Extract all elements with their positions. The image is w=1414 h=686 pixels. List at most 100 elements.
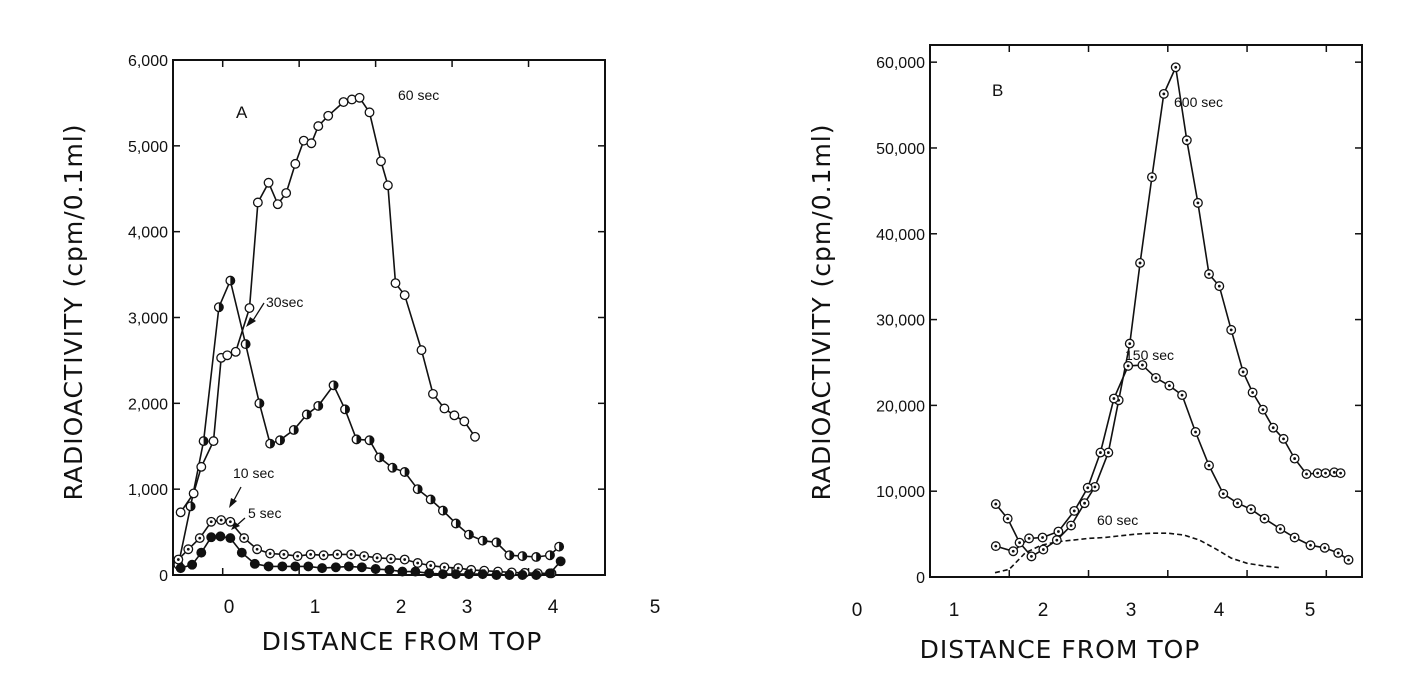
data-point-a-60sec-21 <box>376 156 386 167</box>
data-point-b-600sec-5 <box>1051 535 1062 546</box>
data-point-a-5sec-18 <box>397 566 408 577</box>
y-tick-label-b-1: 10,000 <box>876 484 925 501</box>
data-point-a-5sec-5 <box>225 533 236 544</box>
data-point-a-5sec-27 <box>517 570 528 580</box>
data-point-a-5sec-30 <box>555 556 566 567</box>
x-tick-label-a-4: 4 <box>548 597 559 618</box>
data-point-a-5sec-25 <box>491 570 502 580</box>
data-point-a-60sec-7 <box>244 303 255 314</box>
data-point-a-5sec-11 <box>303 561 314 572</box>
series-lines-a <box>177 96 562 576</box>
data-point-b-150sec-17 <box>1232 498 1243 509</box>
data-point-b-600sec-8 <box>1089 481 1100 492</box>
data-point-b-150sec-13 <box>1177 390 1188 401</box>
data-point-a-30sec-20 <box>425 494 436 505</box>
y-tick-label-a-5: 5,000 <box>128 139 168 156</box>
data-point-b-150sec-6 <box>1082 482 1093 493</box>
arrow-30sec <box>251 302 265 323</box>
x-tick-label-b-2: 2 <box>1038 600 1049 621</box>
data-point-a-60sec-15 <box>313 121 324 132</box>
data-point-b-600sec-22 <box>1247 387 1258 398</box>
data-point-a-30sec-30 <box>554 541 565 552</box>
data-point-a-5sec-10 <box>290 561 301 572</box>
y-tick-label-a-3: 3,000 <box>128 311 168 328</box>
data-point-a-60sec-11 <box>281 188 292 198</box>
data-point-a-60sec-8 <box>252 197 263 208</box>
data-point-a-30sec-10 <box>301 409 312 420</box>
data-point-a-10sec-8 <box>265 548 276 559</box>
data-point-a-60sec-9 <box>263 177 274 188</box>
data-point-a-10sec-12 <box>318 550 329 561</box>
data-point-a-60sec-20 <box>364 107 375 118</box>
data-point-b-150sec-11 <box>1150 372 1161 383</box>
data-point-a-60sec-2 <box>196 461 207 472</box>
data-point-b-150sec-7 <box>1095 447 1106 458</box>
data-point-a-30sec-19 <box>412 484 423 495</box>
y-tick-label-b-0: 0 <box>916 570 925 587</box>
data-point-b-150sec-24 <box>1333 548 1344 558</box>
data-point-b-600sec-20 <box>1226 324 1237 335</box>
data-point-b-150sec-4 <box>1053 526 1064 537</box>
data-point-a-5sec-15 <box>356 562 367 573</box>
data-point-a-30sec-1 <box>185 501 196 512</box>
data-point-a-30sec-7 <box>265 438 276 449</box>
series-label-a-30sec: 30sec <box>266 294 303 310</box>
data-point-a-5sec-29 <box>544 568 555 579</box>
data-point-b-600sec-11 <box>1124 338 1135 349</box>
data-point-a-5sec-0 <box>175 563 186 574</box>
series-label-a-10sec: 10 sec <box>233 465 274 481</box>
data-point-a-10sec-0 <box>173 554 184 565</box>
data-point-b-600sec-31 <box>1335 468 1346 479</box>
arrow-10sec <box>232 486 242 503</box>
data-point-b-150sec-3 <box>1037 532 1048 543</box>
data-point-a-60sec-30 <box>470 431 480 442</box>
data-point-b-600sec-12 <box>1135 257 1146 268</box>
data-point-b-150sec-14 <box>1190 427 1201 437</box>
data-point-b-600sec-26 <box>1289 453 1300 464</box>
x-tick-label-b-3: 3 <box>1126 600 1137 621</box>
annotation-arrows-a <box>229 302 265 530</box>
panel-letter-a: A <box>236 103 248 122</box>
data-point-a-60sec-19 <box>354 92 365 103</box>
x-tick-label-a-3: 3 <box>462 597 473 618</box>
data-point-a-10sec-1 <box>183 544 194 555</box>
x-tick-label-a-2: 2 <box>396 597 407 618</box>
data-point-a-60sec-22 <box>382 180 393 191</box>
data-point-a-30sec-28 <box>531 552 542 562</box>
data-point-b-600sec-6 <box>1066 520 1077 531</box>
data-point-a-30sec-15 <box>364 435 375 446</box>
data-point-a-60sec-17 <box>338 97 349 108</box>
data-point-b-150sec-0 <box>990 541 1001 552</box>
tick-labels-a: 0 1,000 2,000 3,000 4,000 5,000 6,000 0 1 2 3 4 5 <box>128 53 660 618</box>
arrow-30sec-head <box>246 317 256 327</box>
data-point-a-5sec-19 <box>410 566 421 577</box>
data-point-b-150sec-15 <box>1204 460 1214 471</box>
data-point-a-30sec-12 <box>328 380 339 391</box>
arrow-5sec-head <box>231 522 240 530</box>
data-point-a-10sec-19 <box>412 558 423 568</box>
data-point-b-150sec-25 <box>1343 554 1354 565</box>
data-point-b-150sec-19 <box>1259 513 1270 524</box>
data-point-a-10sec-6 <box>239 533 250 544</box>
data-point-a-5sec-22 <box>450 569 461 580</box>
data-point-a-30sec-24 <box>477 535 488 546</box>
data-point-a-5sec-26 <box>504 570 515 580</box>
data-point-a-60sec-26 <box>428 388 438 399</box>
data-point-a-30sec-8 <box>275 435 285 446</box>
x-tick-label-b-0: 0 <box>852 600 863 621</box>
data-point-a-10sec-17 <box>385 553 396 564</box>
data-point-b-600sec-27 <box>1301 469 1312 479</box>
data-point-a-10sec-10 <box>292 551 303 562</box>
data-point-a-60sec-29 <box>459 416 470 427</box>
data-point-a-60sec-3 <box>208 436 219 447</box>
series-label-a-5sec: 5 sec <box>248 505 281 521</box>
data-point-a-60sec-10 <box>272 199 283 210</box>
data-point-a-60sec-0 <box>175 507 186 518</box>
data-point-a-5sec-14 <box>343 561 354 572</box>
data-point-b-600sec-4 <box>1038 544 1049 555</box>
data-point-a-5sec-6 <box>236 547 247 558</box>
data-point-b-150sec-22 <box>1305 540 1316 551</box>
x-tick-label-a-1: 1 <box>310 597 321 618</box>
series-lines-b <box>994 64 1349 574</box>
